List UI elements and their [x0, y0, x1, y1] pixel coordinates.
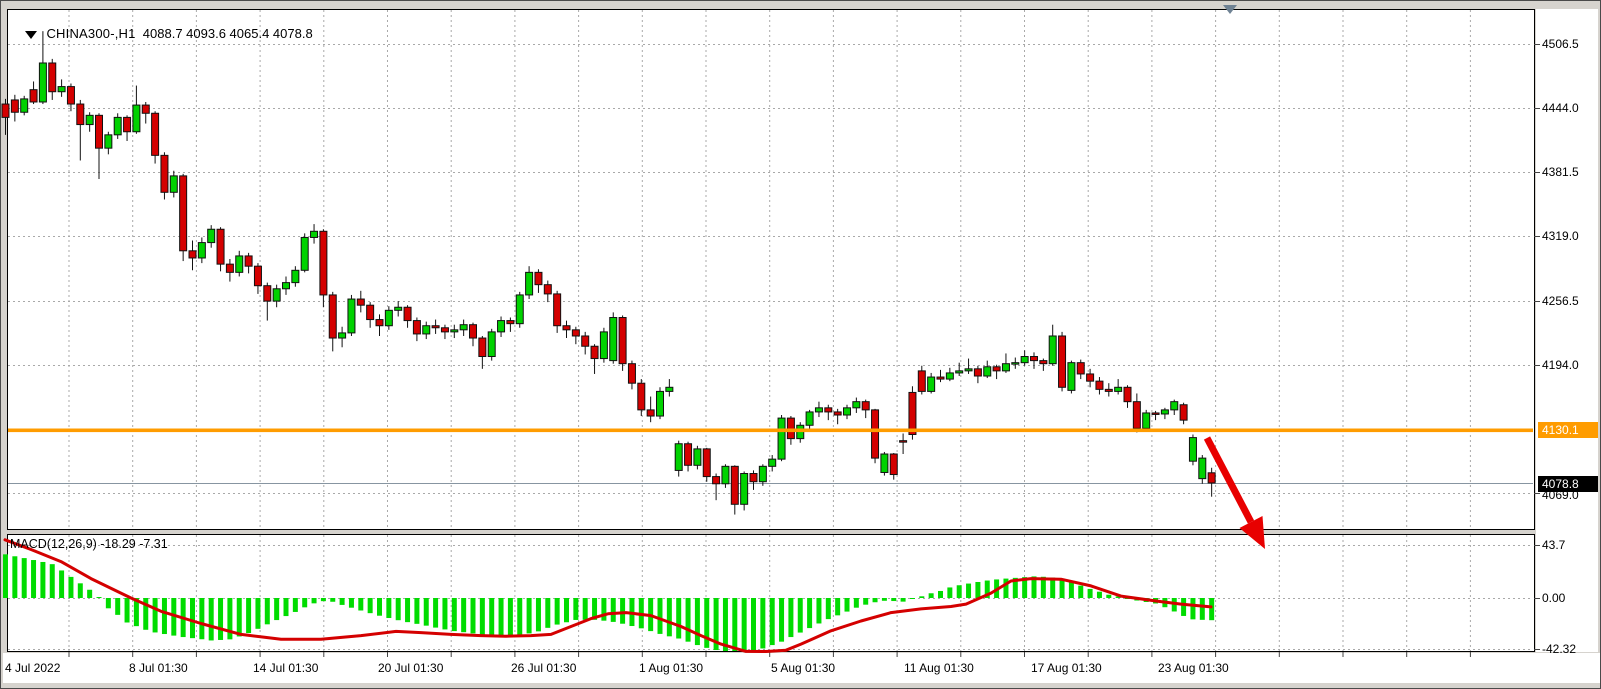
time-axis-label: 11 Aug 01:30	[904, 661, 974, 675]
time-axis-label: 5 Aug 01:30	[771, 661, 836, 675]
time-axis-label: 20 Jul 01:30	[378, 661, 444, 675]
macd-axis-label: -42.32	[1542, 642, 1577, 657]
ohlc-values-label: 4088.7 4093.6 4065.4 4078.8	[142, 26, 313, 41]
chart-title: CHINA300-,H1 4088.7 4093.6 4065.4 4078.8	[11, 11, 313, 56]
chart-shift-marker-icon[interactable]	[1223, 5, 1237, 14]
time-axis-label: 23 Aug 01:30	[1158, 661, 1229, 675]
price-label-4069: 4069.0	[1542, 488, 1579, 502]
macd-axis-label: 43.7	[1542, 537, 1566, 552]
time-axis-label: 14 Jul 01:30	[253, 661, 319, 675]
price-axis-label: 4256.5	[1542, 293, 1579, 308]
macd-indicator-panel[interactable]	[7, 534, 1535, 652]
time-axis[interactable]	[3, 653, 1600, 683]
price-axis-label: 4506.5	[1542, 37, 1579, 51]
time-axis-label: 8 Jul 01:30	[129, 661, 188, 675]
time-axis-label: 4 Jul 2022	[5, 661, 61, 675]
price-axis-label: 4381.5	[1542, 165, 1579, 180]
time-axis-label: 17 Aug 01:30	[1031, 661, 1102, 675]
macd-indicator-label: MACD(12,26,9) -18.29 -7.31	[10, 537, 168, 551]
time-axis-label: 26 Jul 01:30	[511, 661, 577, 675]
symbol-timeframe-label: CHINA300-,H1	[46, 26, 136, 41]
main-chart-panel[interactable]	[7, 9, 1535, 530]
price-axis-label: 4444.0	[1542, 101, 1579, 116]
price-axis[interactable]	[1536, 9, 1598, 652]
current-price-tag: 4078.8	[1538, 475, 1598, 492]
price-axis-label: 4194.0	[1542, 357, 1579, 372]
time-axis-label: 1 Aug 01:30	[639, 661, 704, 675]
symbol-dropdown-icon[interactable]	[25, 30, 38, 39]
level-line-price-tag: 4130.1	[1538, 422, 1598, 439]
price-axis-label: 4319.0	[1542, 229, 1579, 244]
macd-axis-label: 0.00	[1542, 591, 1566, 605]
